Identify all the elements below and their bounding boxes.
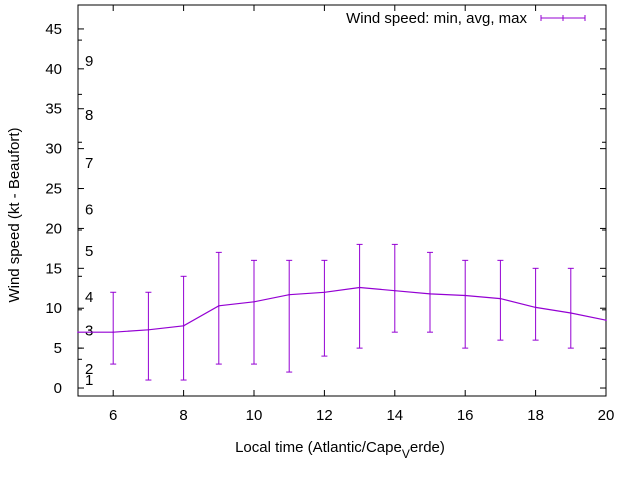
- x-axis-title-subscript: V: [402, 447, 410, 461]
- avg-point-8: [182, 324, 185, 327]
- legend-label: Wind speed: min, avg, max: [346, 10, 527, 27]
- y-tick-label-20: 20: [45, 220, 62, 237]
- y-tick-label-15: 15: [45, 260, 62, 277]
- avg-point-11: [288, 293, 291, 296]
- beaufort-label-2: 2: [85, 361, 93, 378]
- series-line-group: [77, 286, 607, 333]
- y-tick-label-5: 5: [54, 340, 62, 357]
- x-tick-label-14: 14: [386, 407, 403, 424]
- avg-point-13: [358, 286, 361, 289]
- avg-point-5: [77, 331, 79, 333]
- avg-point-20: [605, 319, 607, 321]
- beaufort-label-9: 9: [85, 53, 93, 70]
- y-tick-label-0: 0: [54, 380, 62, 397]
- avg-point-17: [499, 297, 502, 300]
- legend: Wind speed: min, avg, max: [346, 10, 586, 27]
- x-tick-label-10: 10: [246, 407, 263, 424]
- y-tick-label-30: 30: [45, 141, 62, 158]
- x-axis-title-main: Local time (Atlantic/Cape: [235, 439, 402, 456]
- avg-point-10: [253, 301, 255, 303]
- avg-point-9: [218, 305, 220, 307]
- avg-point-14: [394, 289, 396, 292]
- beaufort-label-3: 3: [85, 323, 93, 340]
- avg-point-15: [429, 293, 431, 295]
- avg-point-19: [570, 312, 572, 314]
- avg-wind-speed-line: [78, 286, 607, 333]
- beaufort-scale-labels: 12 3 4 5 6 7 8 9: [78, 39, 606, 389]
- x-tick-label-6: 6: [109, 407, 117, 424]
- x-tick-label-12: 12: [316, 407, 333, 424]
- legend-sample-line: [540, 15, 586, 21]
- avg-point-16: [464, 294, 467, 297]
- y-tick-label-25: 25: [45, 181, 62, 198]
- beaufort-label-8: 8: [85, 107, 93, 124]
- x-tick-label-16: 16: [457, 407, 474, 424]
- x-axis-title: Local time (Atlantic/CapeVerde): [235, 439, 445, 461]
- y-tick-label-10: 10: [45, 300, 62, 317]
- error-bars: [110, 243, 574, 381]
- x-axis-ticks: 6 8 10 12 14 16 18 20: [109, 5, 614, 424]
- plot-border: [77, 4, 607, 397]
- avg-point-6: [112, 331, 114, 333]
- avg-point-18: [534, 306, 537, 309]
- y-tick-label-45: 45: [45, 21, 62, 38]
- beaufort-label-4: 4: [85, 289, 93, 306]
- beaufort-label-6: 6: [85, 201, 93, 218]
- beaufort-label-7: 7: [85, 155, 93, 172]
- y-tick-label-35: 35: [45, 101, 62, 118]
- x-axis-title-tail: erde): [410, 439, 445, 456]
- y-axis-title: Wind speed (kt - Beaufort): [6, 127, 23, 302]
- beaufort-label-1: 1: [85, 372, 93, 389]
- x-tick-label-8: 8: [179, 407, 187, 424]
- beaufort-label-5: 5: [85, 243, 93, 260]
- y-tick-label-40: 40: [45, 61, 62, 78]
- plot-frame: [77, 4, 607, 397]
- avg-point-12: [323, 291, 326, 294]
- avg-point-7: [147, 328, 150, 331]
- x-tick-label-18: 18: [527, 407, 544, 424]
- x-tick-label-20: 20: [598, 407, 615, 424]
